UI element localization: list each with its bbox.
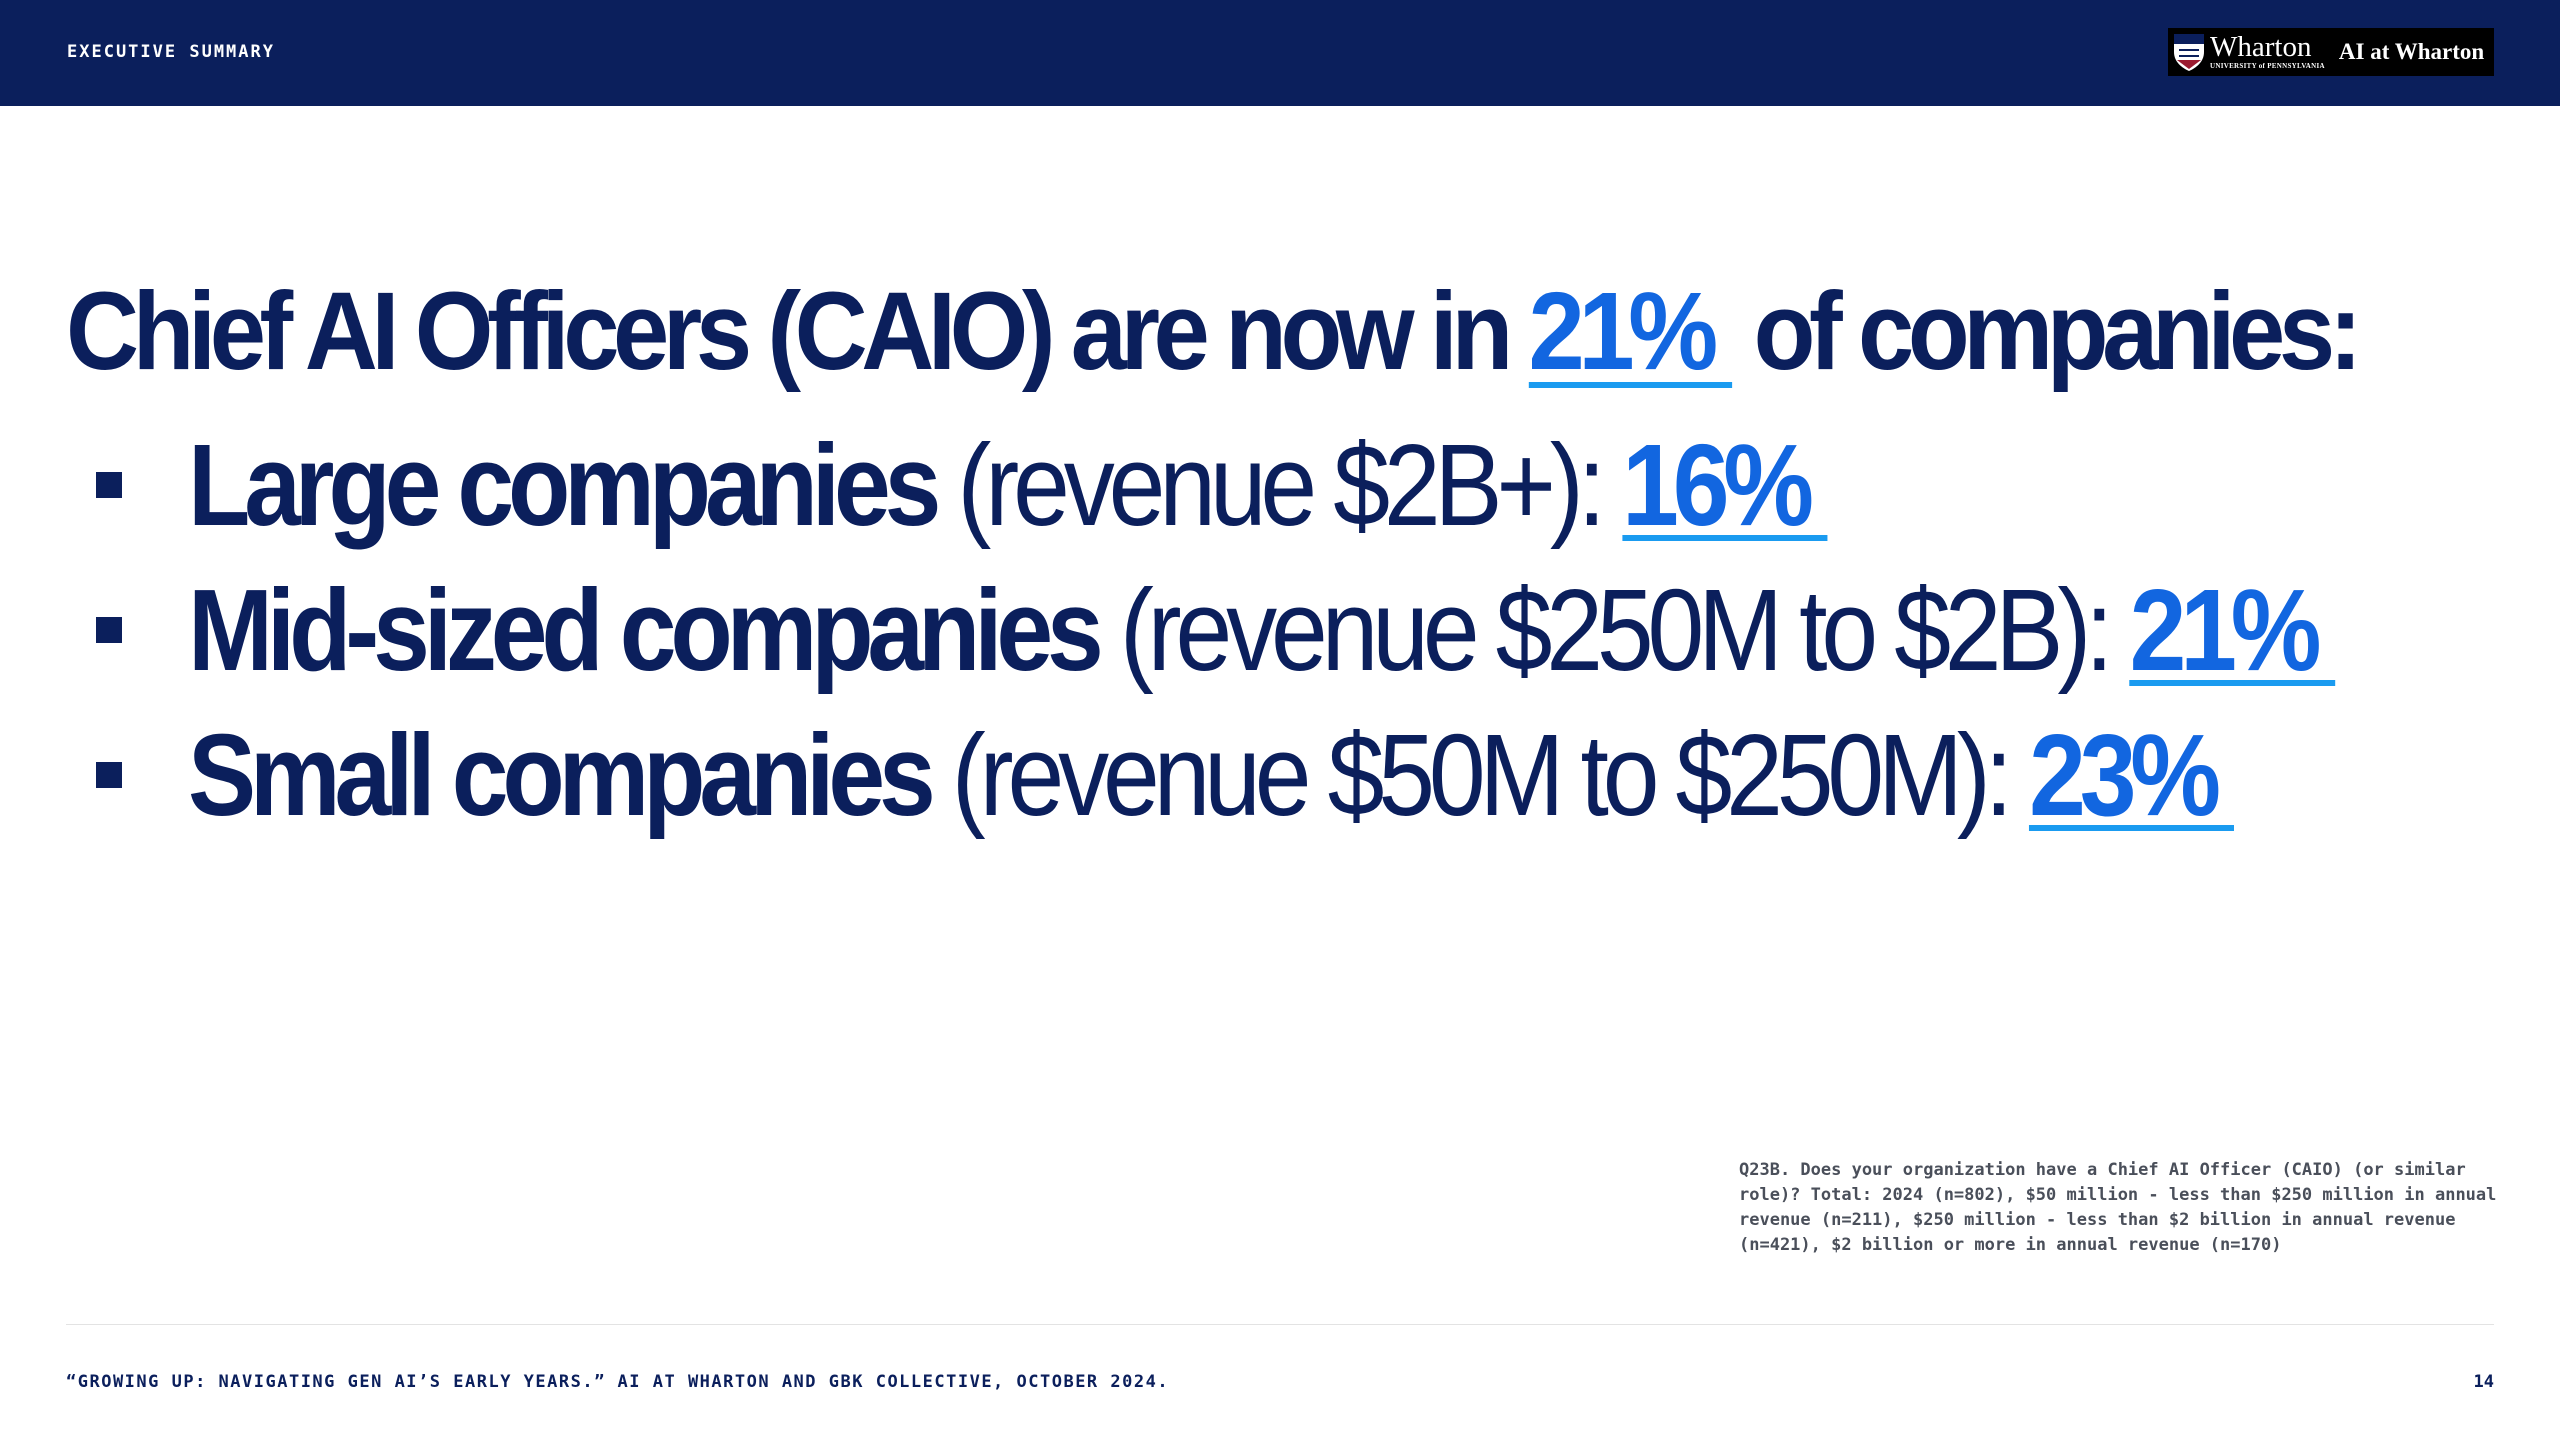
wharton-wordmark: Wharton — [2210, 31, 2312, 63]
headline-percent: 21% — [1528, 277, 1733, 388]
bullet-label: Small companies — [188, 710, 936, 840]
bullet-percent: 23% — [2029, 717, 2235, 833]
upenn-wordmark: UNIVERSITY of PENNSYLVANIA — [2210, 62, 2325, 70]
penn-shield-icon — [2172, 32, 2206, 72]
ai-at-wharton-wordmark: AI at Wharton — [2338, 39, 2485, 64]
section-label: EXECUTIVE SUMMARY — [67, 42, 275, 62]
header-bar: EXECUTIVE SUMMARY Wharton UNIVERSITY of … — [0, 0, 2560, 106]
bullet-range: (revenue $2B+): — [935, 420, 1623, 550]
bullet-label: Mid-sized companies — [188, 565, 1104, 695]
bullet-square-icon — [96, 617, 122, 643]
headline: Chief AI Officers (CAIO) are now in 21% … — [66, 270, 2363, 393]
headline-prefix: Chief AI Officers (CAIO) are now in — [66, 270, 1529, 393]
source-citation: “GROWING UP: NAVIGATING GEN AI’S EARLY Y… — [66, 1372, 1170, 1392]
survey-footnote: Q23B. Does your organization have a Chie… — [1739, 1160, 2497, 1255]
wharton-logo: Wharton UNIVERSITY of PENNSYLVANIA AI at… — [2168, 28, 2494, 76]
page-number: 14 — [2473, 1372, 2494, 1392]
bullet-range: (revenue $50M to $250M): — [929, 710, 2030, 840]
bullet-square-icon — [96, 762, 122, 788]
bullet-percent: 16% — [1622, 427, 1828, 543]
bullet-percent: 21% — [2129, 572, 2335, 688]
bullet-range: (revenue $250M to $2B): — [1097, 565, 2130, 695]
bullet-square-icon — [96, 472, 122, 498]
footer-divider — [66, 1324, 2494, 1325]
headline-suffix: of companies: — [1732, 270, 2363, 393]
bullet-label: Large companies — [188, 420, 941, 550]
